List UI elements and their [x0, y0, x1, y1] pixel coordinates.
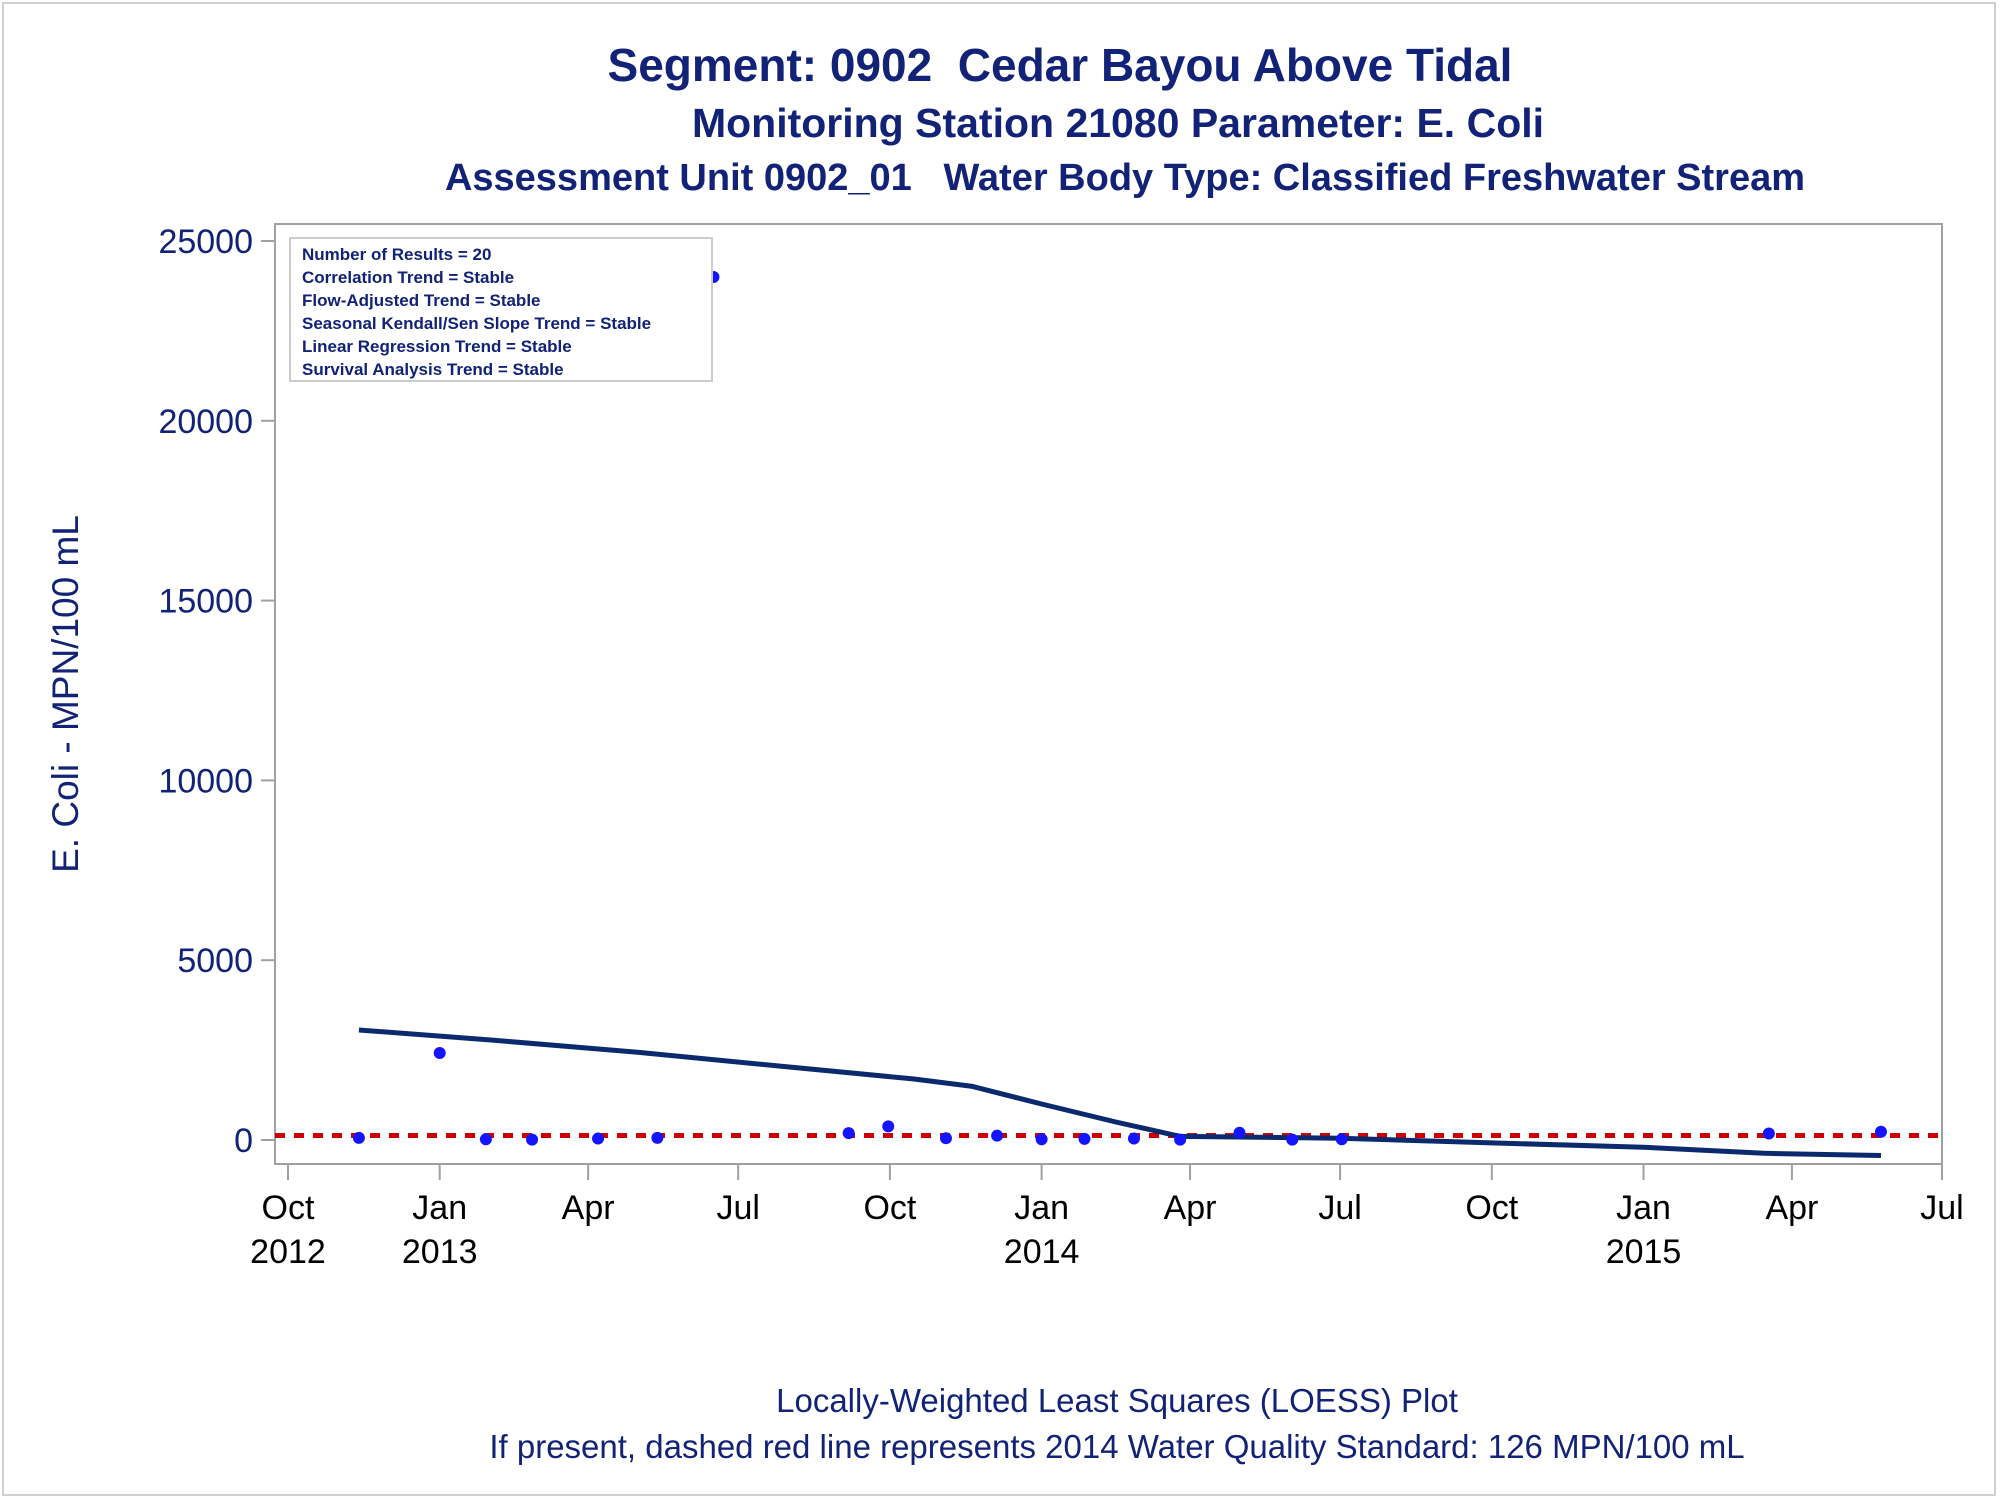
- x-tick-year-label: 2015: [1606, 1233, 1682, 1271]
- x-tick-label: Jul: [1318, 1189, 1361, 1227]
- data-point: [526, 1133, 539, 1146]
- data-point: [1874, 1125, 1887, 1138]
- chart-title: Segment: 0902 Cedar Bayou Above Tidal: [607, 39, 1513, 91]
- x-tick-label: Jan: [412, 1189, 467, 1227]
- chart-subtitle-2: Assessment Unit 0902_01 Water Body Type:…: [444, 157, 1806, 199]
- x-tick-label: Jul: [1920, 1189, 1963, 1227]
- x-tick-year-label: 2012: [250, 1233, 326, 1271]
- chart-subtitle: Monitoring Station 21080 Parameter: E. C…: [691, 100, 1545, 146]
- legend-box: [289, 237, 713, 382]
- y-tick-label: 10000: [158, 762, 253, 800]
- data-point: [1233, 1126, 1246, 1139]
- loess-line-group: [358, 1027, 1882, 1158]
- y-tick-label: 20000: [158, 403, 253, 441]
- plot-area: [274, 223, 1943, 1165]
- data-point: [352, 1131, 365, 1144]
- data-point: [651, 1131, 664, 1144]
- x-tick-label: Jan: [1014, 1189, 1069, 1227]
- legend-line: Flow-Adjusted Trend = Stable: [302, 291, 541, 310]
- data-point: [1127, 1132, 1140, 1145]
- x-tick-year-label: 2014: [1004, 1233, 1080, 1271]
- x-tick-label: Apr: [1765, 1189, 1818, 1227]
- data-point: [939, 1132, 952, 1145]
- x-tick-label: Jul: [716, 1189, 759, 1227]
- data-point: [1035, 1133, 1048, 1146]
- data-point: [1078, 1132, 1091, 1145]
- data-point: [433, 1046, 446, 1059]
- data-point: [1335, 1133, 1348, 1146]
- x-tick-label: Oct: [863, 1189, 916, 1227]
- data-point: [991, 1129, 1004, 1142]
- data-point: [882, 1120, 895, 1133]
- legend-line: Correlation Trend = Stable: [302, 268, 514, 287]
- data-point: [479, 1133, 492, 1146]
- x-tick-label: Oct: [262, 1189, 315, 1227]
- data-point: [592, 1132, 605, 1145]
- data-point: [1174, 1133, 1187, 1146]
- x-axis: Oct 2012 Jan 2013 Apr Jul Oct Jan 2014 Apr Jul Oct J…: [250, 1164, 1964, 1271]
- x-tick-label: Jan: [1616, 1189, 1671, 1227]
- data-point: [1762, 1127, 1775, 1140]
- data-point: [1286, 1133, 1299, 1146]
- legend-line: Linear Regression Trend = Stable: [302, 337, 572, 356]
- y-tick-label: 0: [234, 1122, 253, 1160]
- loess-line: [358, 1027, 1882, 1158]
- legend: Number of Results = 20 Correlation Trend …: [289, 237, 713, 382]
- x-tick-label: Apr: [1164, 1189, 1217, 1227]
- legend-line: Survival Analysis Trend = Stable: [302, 360, 564, 379]
- legend-line: Seasonal Kendall/Sen Slope Trend = Stabl…: [302, 314, 651, 333]
- data-point: [842, 1127, 855, 1140]
- data-points: [352, 270, 1887, 1146]
- x-tick-label: Apr: [562, 1189, 615, 1227]
- legend-line: Number of Results = 20: [302, 245, 491, 264]
- footnote-loess: Locally-Weighted Least Squares (LOESS) P…: [776, 1382, 1458, 1419]
- y-tick-label: 15000: [158, 583, 253, 621]
- y-tick-label: 5000: [177, 942, 253, 980]
- x-tick-year-label: 2013: [402, 1233, 478, 1271]
- y-tick-label: 25000: [158, 223, 253, 261]
- footnote-standard: If present, dashed red line represents 2…: [489, 1428, 1745, 1465]
- y-axis: 0 5000 10000 15000 20000 25000: [158, 223, 275, 1160]
- y-axis-label: E. Coli - MPN/100 mL: [45, 515, 86, 873]
- x-tick-label: Oct: [1465, 1189, 1518, 1227]
